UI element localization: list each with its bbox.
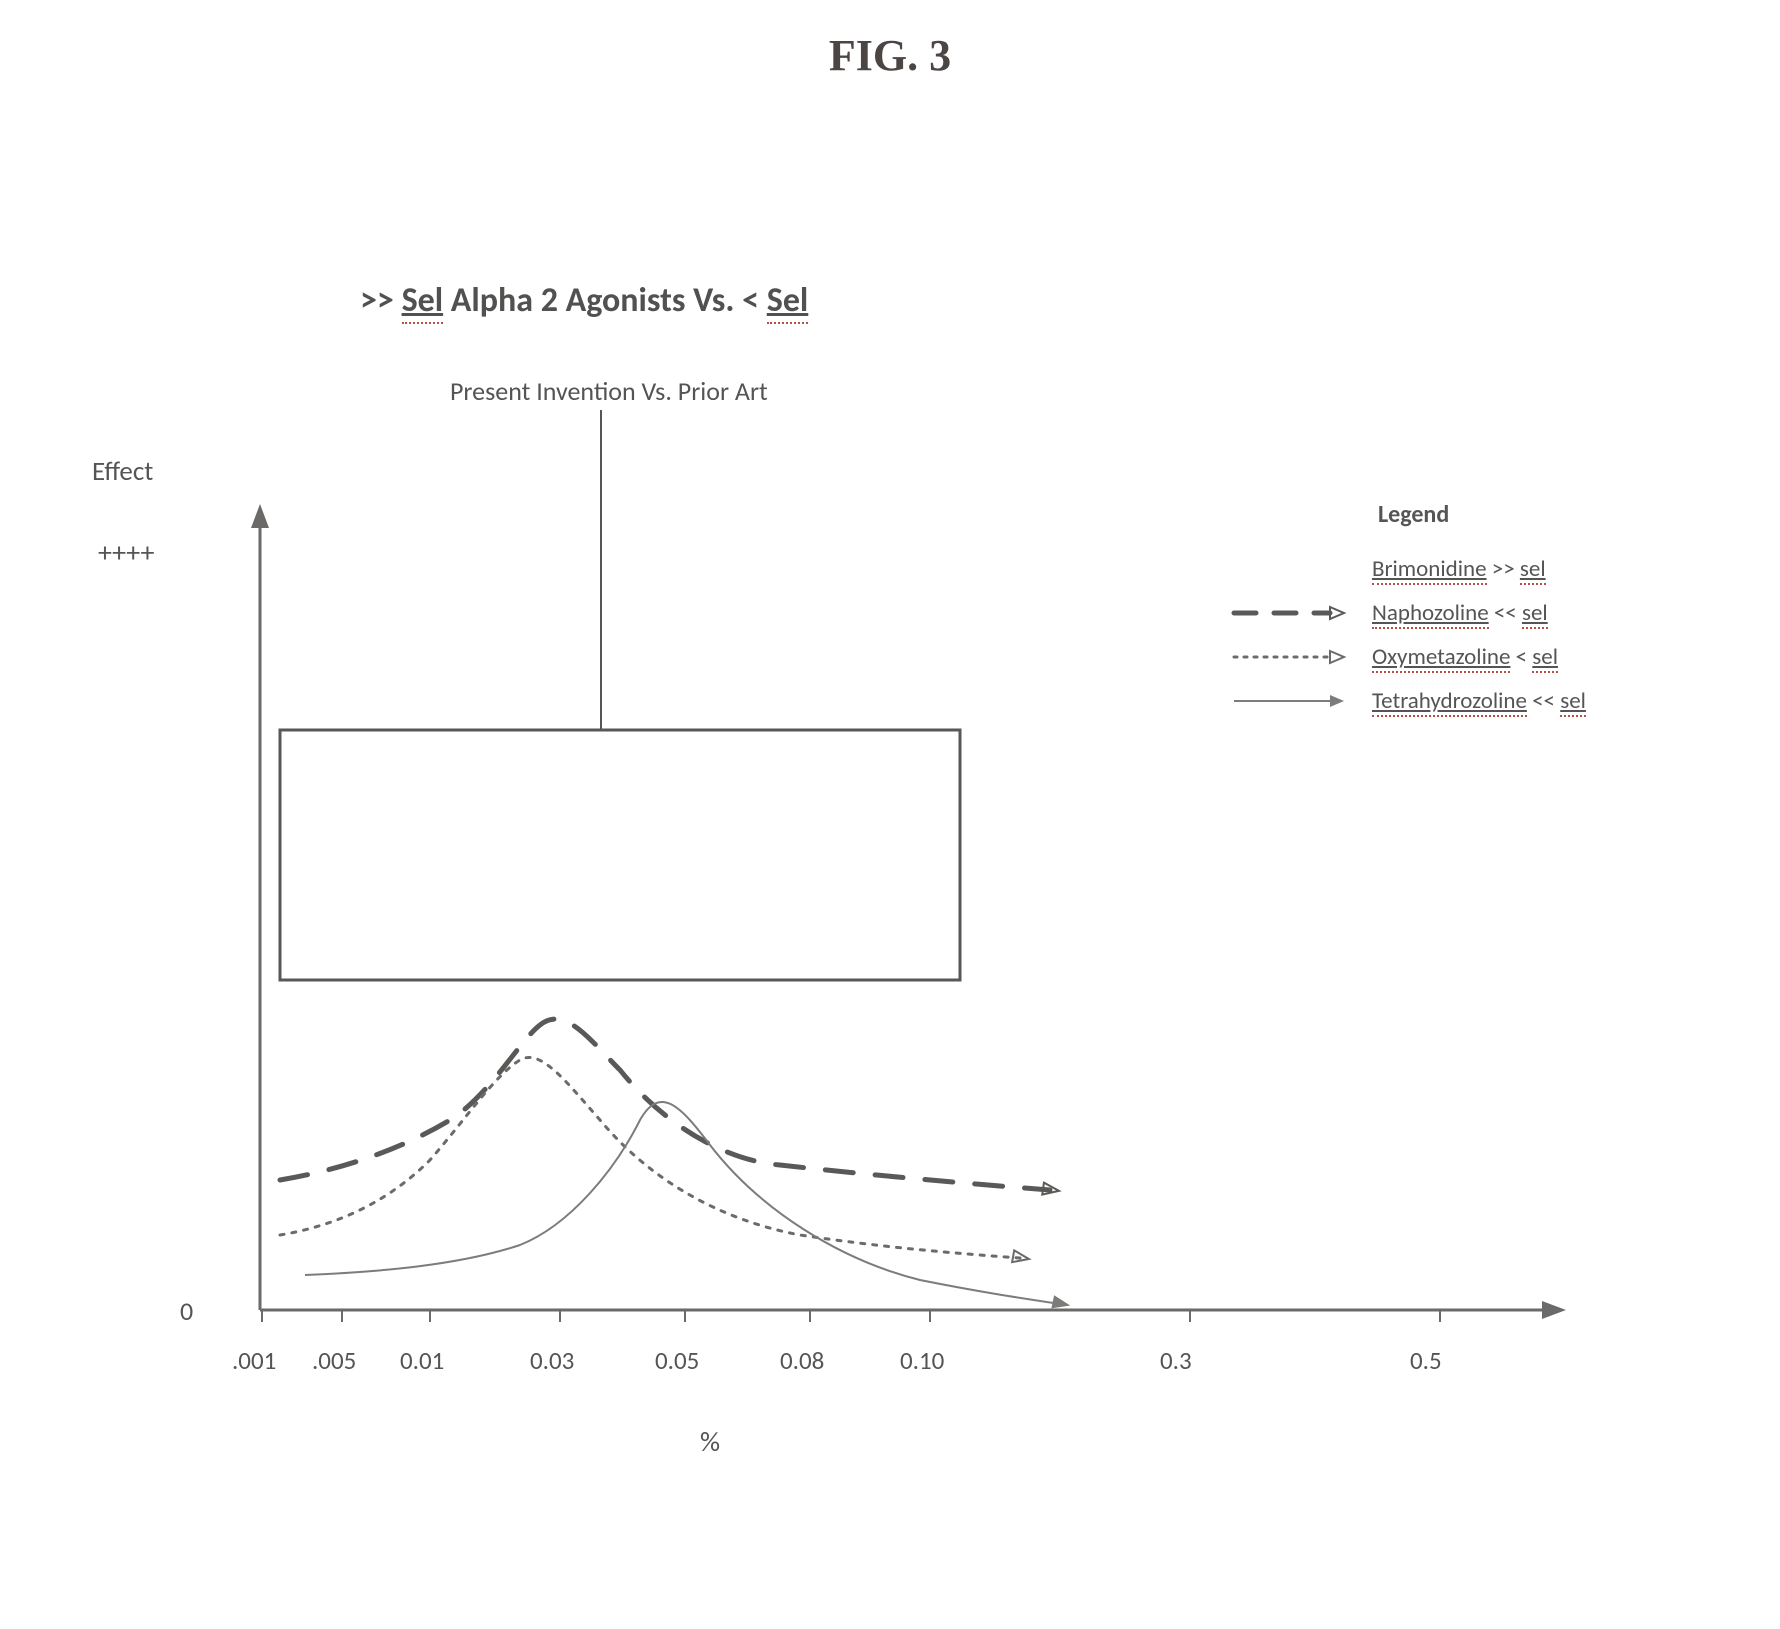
figure-label: FIG. 3 — [0, 30, 1780, 81]
legend-row: Oxymetazoline < sel — [1230, 635, 1670, 679]
legend: Legend Brimonidine >> sel Naphozoline << … — [1230, 500, 1670, 723]
legend-swatch — [1230, 686, 1350, 716]
chart-container: >> Sel Alpha 2 Agonists Vs. < Sel Presen… — [100, 280, 1680, 1560]
legend-title: Legend — [1378, 500, 1670, 529]
naphozoline-curve — [280, 1019, 1050, 1190]
brimonidine-box — [280, 730, 960, 980]
legend-text: Tetrahydrozoline << sel — [1372, 687, 1586, 715]
x-tick-label: 0.5 — [1410, 1345, 1442, 1376]
title-mid: Alpha 2 Agonists Vs. < — [443, 280, 767, 321]
chart-title: >> Sel Alpha 2 Agonists Vs. < Sel — [360, 280, 808, 321]
chart-subtitle: Present Invention Vs. Prior Art — [450, 375, 768, 407]
title-prefix: >> — [360, 280, 402, 321]
legend-swatch — [1230, 598, 1350, 628]
title-sel-2: Sel — [767, 280, 809, 324]
y-max-label: ++++ — [98, 535, 154, 570]
x-tick-label: 0.01 — [400, 1345, 444, 1376]
legend-text: Oxymetazoline < sel — [1372, 643, 1558, 671]
x-tick-label: 0.08 — [780, 1345, 824, 1376]
legend-rows: Brimonidine >> sel Naphozoline << sel Oxym… — [1230, 547, 1670, 723]
tetrahydrozoline-curve — [305, 1102, 1060, 1304]
legend-text: Brimonidine >> sel — [1372, 555, 1546, 583]
legend-row: Naphozoline << sel — [1230, 591, 1670, 635]
x-tick-label: .005 — [312, 1345, 356, 1376]
y-axis-label: Effect — [92, 455, 153, 488]
legend-row: Brimonidine >> sel — [1230, 547, 1670, 591]
y-min-label: 0 — [180, 1295, 193, 1327]
x-axis-label: % — [700, 1424, 720, 1459]
x-tick-label: .001 — [232, 1345, 276, 1376]
legend-swatch — [1230, 642, 1350, 672]
x-tick-marks — [262, 1310, 1440, 1322]
x-tick-label: 0.05 — [655, 1345, 699, 1376]
x-tick-label: 0.03 — [530, 1345, 574, 1376]
page: FIG. 3 >> Sel Alpha 2 Agonists Vs. < Sel… — [0, 0, 1780, 1629]
x-tick-label: 0.10 — [900, 1345, 944, 1376]
legend-swatch — [1230, 554, 1350, 584]
x-tick-label: 0.3 — [1160, 1345, 1192, 1376]
oxymetazoline-curve — [280, 1057, 1020, 1258]
title-sel-1: Sel — [402, 280, 444, 324]
legend-row: Tetrahydrozoline << sel — [1230, 679, 1670, 723]
legend-text: Naphozoline << sel — [1372, 599, 1548, 627]
